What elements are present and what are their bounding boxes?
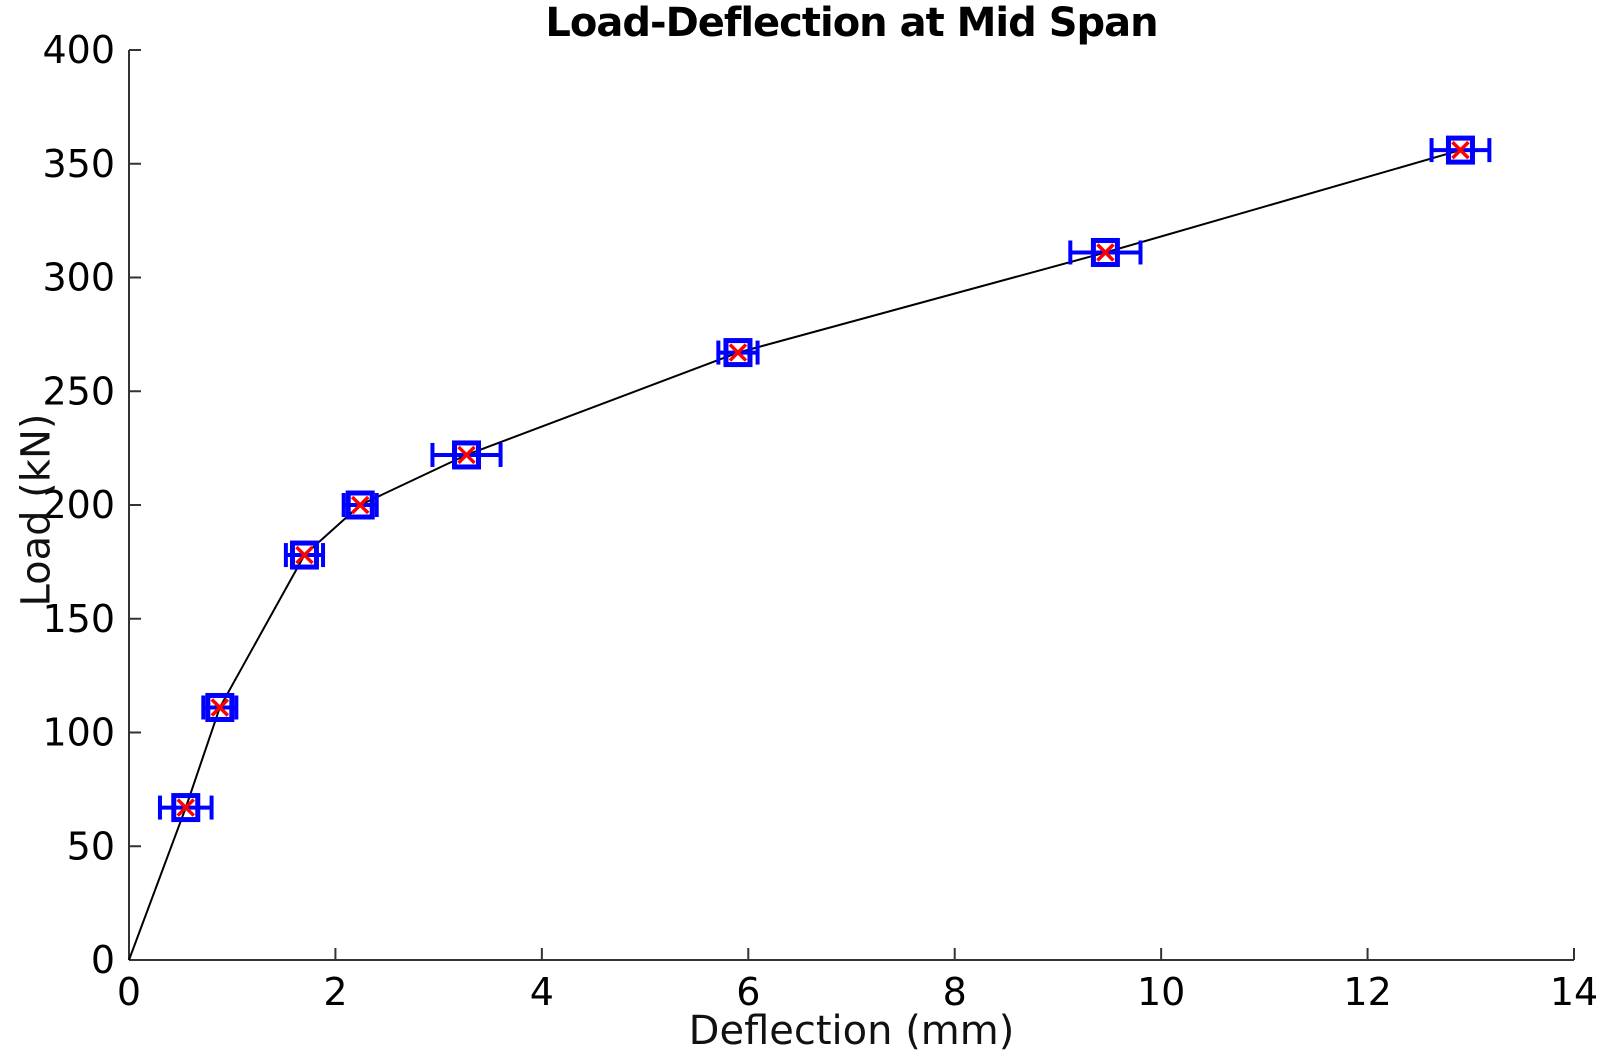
x-tick-label: 14 [1550,970,1598,1014]
x-tick-label: 4 [530,970,554,1014]
x-tick-label: 2 [323,970,347,1014]
marker-x [728,343,748,362]
marker-square [1445,135,1475,165]
y-tick-label: 350 [42,142,115,186]
x-tick-label: 12 [1343,970,1391,1014]
marker-x [1451,140,1470,160]
y-tick-label: 150 [42,597,115,641]
y-tick-label: 0 [91,938,115,982]
marker-square [289,540,319,570]
marker-x [1096,243,1115,262]
x-tick-label: 0 [117,970,141,1014]
x-axis-label: Deflection (mm) [688,1008,1015,1054]
marker-square [205,692,235,722]
y-tick-label: 250 [42,369,115,413]
x-tick-label: 10 [1137,970,1185,1014]
marker-x [350,495,370,515]
marker-x [176,798,196,817]
y-tick-label: 50 [67,824,115,868]
marker-x [457,445,476,465]
data-line [128,149,1461,961]
marker-x [295,545,314,565]
marker-square [723,338,753,368]
marker-x [210,698,230,717]
y-tick-label: 400 [42,28,115,72]
marker-square [452,440,482,470]
y-tick-label: 300 [42,256,115,300]
y-tick-label: 100 [42,711,115,755]
marker-square [171,793,201,823]
chart-title: Load-Deflection at Mid Span [545,0,1158,46]
y-tick-label: 200 [42,483,115,527]
x-tick-label: 8 [943,970,967,1014]
x-tick-label: 6 [736,970,760,1014]
marker-square [1090,237,1120,267]
marker-square [345,490,375,520]
